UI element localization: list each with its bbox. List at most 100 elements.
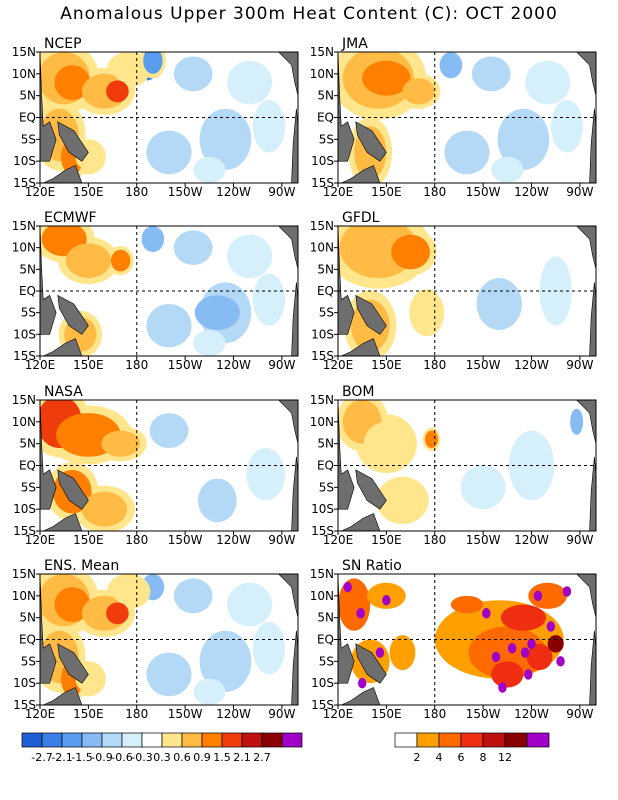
land-mass [355, 469, 387, 510]
lon-tick-label: 120E [323, 707, 354, 721]
land-mass [576, 400, 596, 444]
land-mass [341, 165, 381, 183]
colorbar-label: 0.9 [193, 751, 211, 764]
lon-tick-label: 150W [168, 185, 203, 199]
warm-anomaly-region [362, 60, 411, 96]
lon-tick-label: 180 [125, 707, 148, 721]
colorbar-swatch [181, 732, 203, 748]
land-mass [355, 643, 387, 684]
warm-anomaly-region [425, 430, 438, 449]
cool-anomaly-region [497, 108, 550, 170]
lon-tick-label: 150E [73, 707, 104, 721]
lon-tick-label: 120W [514, 185, 549, 199]
lat-tick-label: 15S [311, 349, 334, 363]
cool-anomaly-region [246, 448, 286, 501]
cool-anomaly-region [525, 60, 571, 105]
colorbar-swatch [201, 732, 223, 748]
lat-tick-label: 5N [317, 89, 334, 103]
lat-tick-label: 15S [13, 524, 36, 538]
cool-anomaly-region [227, 582, 273, 627]
cool-anomaly-region [570, 408, 584, 435]
lat-tick-label: 10N [12, 241, 36, 255]
anomaly-colorbar: -2.7-2.1-1.5-0.9-0.6-0.3 0.3 0.6 0.9 1.5 2.1 2… [21, 732, 303, 764]
lat-tick-label: EQ [19, 284, 36, 298]
lon-tick-label: 90W [268, 185, 295, 199]
cool-anomaly-region [146, 304, 192, 348]
warm-anomaly-region [106, 80, 129, 103]
lat-tick-label: EQ [317, 284, 334, 298]
lon-tick-label: 150W [168, 358, 203, 372]
lon-tick-label: 120E [25, 358, 56, 372]
lat-tick-label: 15N [310, 393, 334, 407]
warm-anomaly-region [81, 491, 128, 527]
ratio-region [389, 635, 416, 671]
lon-tick-label: 90W [268, 707, 295, 721]
warm-anomaly-region [54, 65, 90, 101]
lat-tick-label: 5S [21, 132, 36, 146]
lat-tick-label: 10S [311, 327, 334, 341]
lat-tick-label: 15N [12, 219, 36, 233]
cool-anomaly-region [149, 413, 189, 449]
warm-anomaly-region [110, 249, 131, 272]
lat-tick-label: 5N [317, 611, 334, 625]
ratio-region [491, 661, 524, 688]
panel-title: ECMWF [44, 210, 97, 226]
panel-title: GFDL [342, 210, 380, 226]
colorbar-label: 4 [436, 751, 443, 764]
colorbar-label: -2.1 [51, 751, 72, 764]
cool-anomaly-region [193, 678, 226, 705]
lat-tick-label: 10S [13, 154, 36, 168]
colorbar-swatch [504, 732, 528, 748]
lat-tick-label: EQ [19, 459, 36, 473]
land-mass [43, 165, 83, 183]
warm-anomaly-region [363, 421, 409, 466]
lon-tick-label: 90W [268, 358, 295, 372]
cool-anomaly-region [227, 60, 273, 105]
lon-tick-label: 150E [371, 533, 402, 547]
ratio-peak-spot [524, 669, 533, 680]
lon-tick-label: 120W [216, 185, 251, 199]
lat-tick-label: 5S [319, 654, 334, 668]
ratio-peak-spot [562, 586, 572, 597]
colorbar-label: -0.9 [91, 751, 112, 764]
lon-tick-label: 180 [423, 185, 446, 199]
warm-anomaly-region [101, 430, 140, 457]
lon-tick-label: 120W [514, 707, 549, 721]
ratio-peak-spot [556, 656, 565, 667]
land-mass [278, 52, 298, 96]
cool-anomaly-region [252, 622, 286, 675]
lon-tick-label: 120E [25, 533, 56, 547]
lat-tick-label: EQ [19, 111, 36, 125]
lat-tick-label: 10N [310, 67, 334, 81]
land-mass [341, 513, 381, 531]
lat-tick-label: EQ [19, 633, 36, 647]
lat-tick-label: 5S [21, 306, 36, 320]
lat-tick-label: 10S [13, 502, 36, 516]
colorbar-swatch [281, 732, 303, 748]
lat-tick-label: 5N [19, 262, 36, 276]
colorbar-label: -2.7 [31, 751, 52, 764]
lon-tick-label: 120W [216, 533, 251, 547]
cool-anomaly-region [141, 226, 165, 252]
ratio-peak-spot [491, 651, 501, 663]
colorbar-swatch [141, 732, 163, 748]
land-mass [341, 338, 381, 356]
ratio-colorbar: 2 4 6 8 12 [394, 732, 550, 764]
cool-anomaly-region [491, 156, 524, 183]
land-mass [576, 574, 596, 618]
lat-tick-label: 10N [310, 415, 334, 429]
land-mass [43, 338, 83, 356]
colorbar-swatch [101, 732, 123, 748]
lon-tick-label: 150E [371, 185, 402, 199]
colorbar-label: 2 [414, 751, 421, 764]
colorbar-label: 8 [480, 751, 487, 764]
colorbar-swatch [221, 732, 243, 748]
lon-tick-label: 150W [466, 358, 501, 372]
lat-tick-label: 10S [13, 327, 36, 341]
lat-tick-label: 10N [12, 589, 36, 603]
panel-title: JMA [341, 36, 368, 52]
lat-tick-label: 10S [13, 676, 36, 690]
